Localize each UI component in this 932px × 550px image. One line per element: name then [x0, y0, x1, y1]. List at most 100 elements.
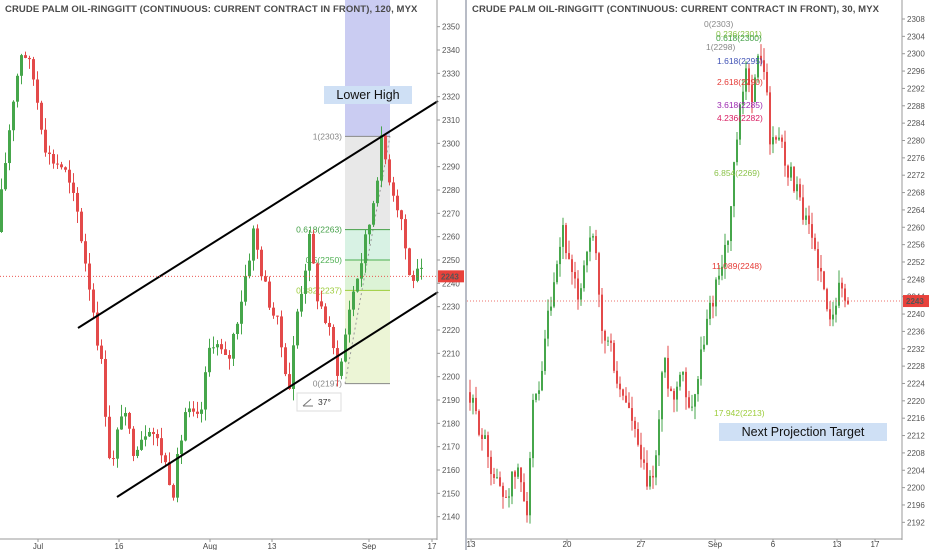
candle [697, 379, 699, 395]
candle [232, 333, 235, 359]
x-axis[interactable]: Jul 16 Aug 13 Sep 17 [0, 538, 437, 550]
candle [0, 189, 3, 232]
x-tick-label: 17 [428, 542, 437, 550]
candle [829, 309, 831, 320]
x-tick-label: 13 [833, 540, 842, 549]
fib-band-05-0382 [345, 260, 390, 291]
candle [742, 91, 744, 105]
candle [574, 272, 576, 279]
right-chart-canvas[interactable]: 0(2303)0.236(2301)0.618(2300)1(2298) 1.61… [467, 0, 932, 550]
left-chart-pane[interactable]: 1(2303) 0.618(2263) 0.5(2250) 0.382(2237) 0(… [0, 0, 466, 550]
candle [658, 419, 660, 456]
candle [128, 412, 131, 429]
x-tick-label: Sep [708, 540, 723, 549]
candle [100, 345, 103, 359]
y-tick-label: 2256 [907, 241, 925, 250]
y-tick-label: 2264 [907, 206, 925, 215]
candle [408, 248, 411, 276]
last-price-tag [438, 270, 464, 283]
candle [228, 355, 231, 359]
candle [240, 301, 243, 324]
fib-level-label: 6.854(2269) [714, 168, 760, 178]
candle [56, 163, 59, 165]
candle [120, 416, 123, 430]
candle [244, 276, 247, 302]
fib-level-label: 0(2197) [313, 379, 342, 389]
candle [184, 412, 187, 441]
y-axis[interactable]: 2192 2196 2200 2204 2208 2212 2216 2220 2224 2228… [901, 0, 925, 540]
candle [272, 307, 275, 316]
candle [192, 408, 195, 412]
candle [580, 288, 582, 300]
candle [739, 104, 741, 140]
candle [682, 371, 684, 375]
candle [308, 233, 311, 271]
candle [108, 416, 111, 459]
upper-channel-line[interactable] [77, 100, 439, 329]
candle [766, 71, 768, 93]
candle [388, 159, 391, 183]
y-axis[interactable]: 2140 2150 2160 2170 2180 2190 2200 2210 2220 2230… [436, 0, 460, 540]
candle [589, 237, 591, 252]
candle [400, 210, 403, 220]
candle [700, 349, 702, 380]
candle [808, 215, 810, 225]
candle [372, 203, 375, 225]
candle [328, 322, 331, 327]
candle [613, 342, 615, 371]
candle [484, 435, 486, 440]
candle [8, 130, 11, 164]
candle [577, 278, 579, 300]
y-tick-label: 2210 [442, 349, 460, 358]
angle-annotation[interactable]: 37° [296, 392, 342, 412]
candle [256, 228, 259, 250]
candle [499, 477, 501, 486]
candle [769, 92, 771, 145]
candle [802, 197, 804, 220]
y-tick-label: 2190 [442, 396, 460, 405]
fib-retracement-tool[interactable]: 1(2303) 0.618(2263) 0.5(2250) 0.382(2237) 0(… [296, 0, 391, 389]
projection-target-callout[interactable]: Next Projection Target [719, 423, 887, 441]
candle [152, 431, 155, 435]
candle [661, 372, 663, 420]
candle [481, 434, 483, 440]
y-tick-label: 2204 [907, 466, 925, 475]
y-tick-label: 2150 [442, 489, 460, 498]
candle [649, 475, 651, 487]
candle [236, 323, 239, 334]
candle [751, 85, 753, 103]
fib-band-0618-05 [345, 229, 390, 260]
candle [757, 55, 759, 78]
candle [176, 454, 179, 498]
right-chart-pane[interactable]: 0(2303) 0.236(2301) 0.618(2300) 1(2298) 1.61… [467, 0, 932, 550]
candle [72, 182, 75, 193]
candle [472, 397, 474, 403]
x-tick-label: Jul [33, 542, 43, 550]
candle [216, 344, 219, 348]
lower-high-callout[interactable]: Lower High [324, 86, 412, 104]
y-tick-label: 2272 [907, 171, 925, 180]
pane-divider[interactable] [465, 0, 467, 550]
candle [604, 330, 606, 341]
left-chart-canvas[interactable]: 1(2303) 0.618(2263) 0.5(2250) 0.382(2237) 0(… [0, 0, 466, 550]
y-tick-label: 2290 [442, 163, 460, 172]
candle [679, 374, 681, 387]
lower-channel-line[interactable] [116, 291, 439, 498]
fib-extension-levels[interactable]: 0(2303)0.236(2301)0.618(2300)1(2298) 1.61… [704, 19, 765, 418]
candle [12, 101, 15, 131]
candle [691, 406, 693, 408]
candle [88, 263, 91, 290]
candle [775, 137, 777, 140]
candle [280, 316, 283, 348]
candle [48, 152, 51, 155]
x-axis[interactable]: 13 20 27 Sep 6 13 17 [467, 538, 902, 549]
y-tick-label: 2284 [907, 119, 925, 128]
candle [220, 344, 223, 350]
candle [208, 347, 211, 373]
x-tick-label: 6 [771, 540, 776, 549]
y-tick-label: 2280 [907, 136, 925, 145]
candle [284, 347, 287, 375]
candle [204, 372, 207, 410]
y-tick-label: 2288 [907, 102, 925, 111]
candle [772, 137, 774, 145]
